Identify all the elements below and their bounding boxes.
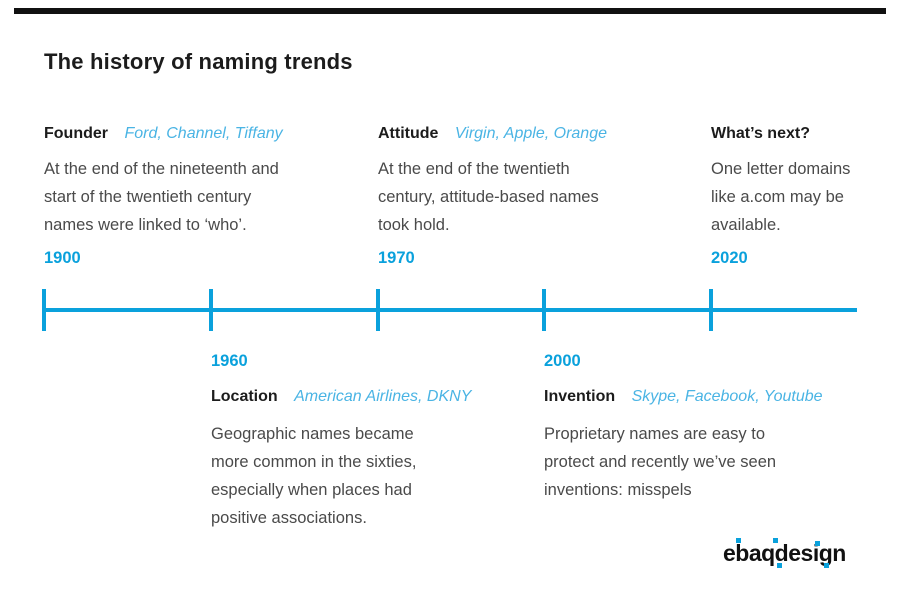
event-location: 1960 Location American Airlines, DKNY Ge… [211, 350, 531, 532]
logo-accent-dot [815, 541, 820, 546]
event-whats-next: What’s next? One letter domains like a.c… [711, 123, 896, 269]
event-invention: 2000 Invention Skype, Facebook, Youtube … [544, 350, 874, 504]
timeline-axis [44, 308, 857, 312]
event-description: Proprietary names are easy to protect an… [544, 425, 777, 499]
event-examples: Ford, Channel, Tiffany [124, 125, 283, 142]
timeline-tick-2000 [542, 289, 546, 331]
event-description: One letter domains like a.com may be ava… [711, 160, 851, 234]
logo-accent-dot [777, 563, 782, 568]
event-heading-row: What’s next? [711, 123, 896, 145]
ebaqdesign-logo: ebaqdesign [723, 535, 853, 571]
event-description: At the end of the nineteenth and start o… [44, 160, 279, 234]
event-label: Invention [544, 388, 616, 405]
timeline-tick-2020 [709, 289, 713, 331]
event-label: What’s next? [711, 125, 810, 142]
event-year: 1970 [378, 249, 415, 267]
event-examples: Skype, Facebook, Youtube [631, 388, 823, 405]
event-heading-row: Attitude Virgin, Apple, Orange [378, 123, 678, 145]
event-description: Geographic names became more common in t… [211, 425, 417, 527]
event-heading-row: Invention Skype, Facebook, Youtube [544, 386, 874, 408]
logo-accent-dot [773, 538, 778, 543]
event-attitude: Attitude Virgin, Apple, Orange At the en… [378, 123, 678, 269]
event-founder: Founder Ford, Channel, Tiffany At the en… [44, 123, 364, 269]
event-label: Attitude [378, 125, 439, 142]
event-description: At the end of the twentieth century, att… [378, 160, 599, 234]
logo-text: ebaqdesign [723, 540, 846, 566]
page-title: The history of naming trends [44, 49, 353, 74]
event-examples: Virgin, Apple, Orange [454, 125, 607, 142]
logo-accent-dot [824, 563, 829, 568]
event-year: 2000 [544, 352, 581, 370]
logo-accent-dot [736, 538, 741, 543]
top-accent-bar [14, 8, 886, 14]
event-year: 1960 [211, 352, 248, 370]
timeline-tick-1900 [42, 289, 46, 331]
timeline-tick-1960 [209, 289, 213, 331]
event-heading-row: Founder Ford, Channel, Tiffany [44, 123, 364, 145]
timeline-tick-1970 [376, 289, 380, 331]
event-heading-row: Location American Airlines, DKNY [211, 386, 531, 408]
event-year: 2020 [711, 249, 748, 267]
event-examples: American Airlines, DKNY [294, 388, 472, 405]
event-label: Location [211, 388, 278, 405]
event-year: 1900 [44, 249, 81, 267]
event-label: Founder [44, 125, 108, 142]
